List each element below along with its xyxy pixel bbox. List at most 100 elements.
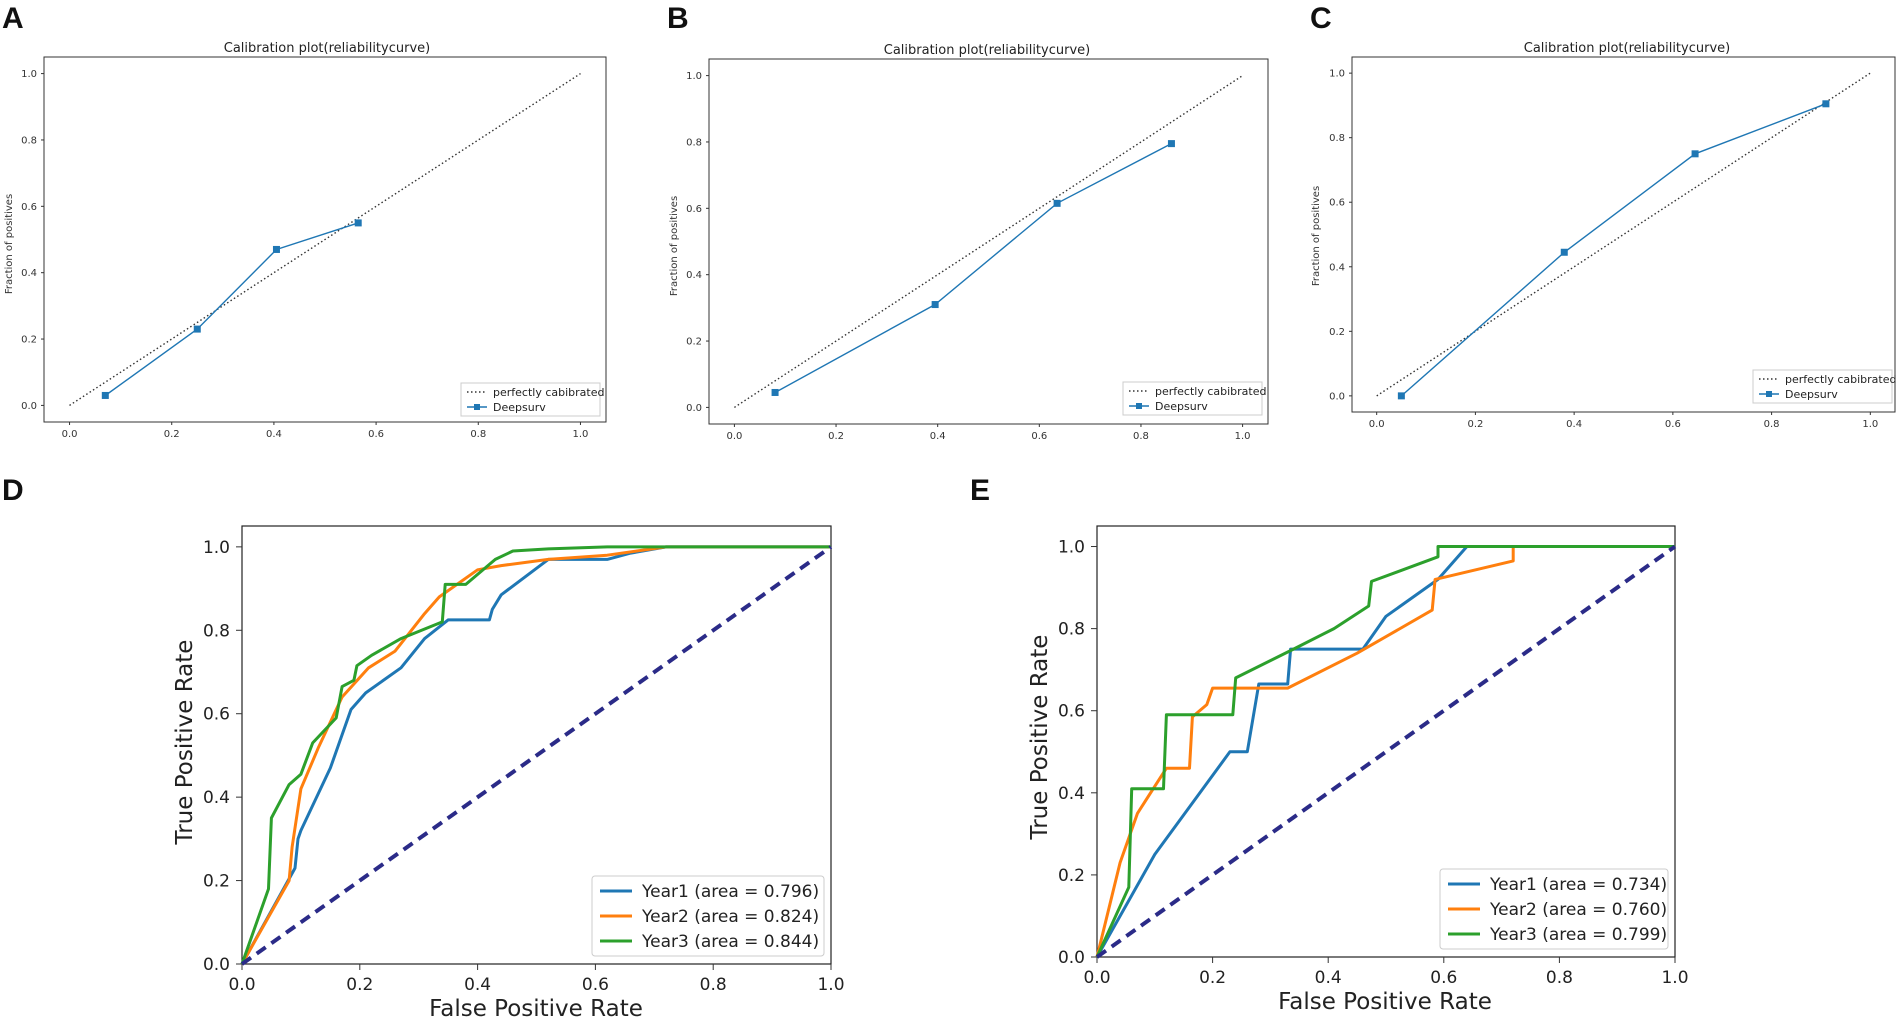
panel-a-legend-box bbox=[460, 382, 601, 417]
panel-a-xtick-label-0: 0.0 bbox=[62, 429, 78, 440]
panel-d-ytick-label-2: 0.4 bbox=[203, 788, 230, 808]
panel-b-deepsurv-point-3 bbox=[1167, 140, 1175, 148]
panel-c-legend-box bbox=[1752, 369, 1893, 404]
panel-a-legend-deepsurv-marker bbox=[474, 404, 480, 410]
panel-c-legend-label-1: Deepsurv bbox=[1785, 388, 1838, 401]
panel-c-letter: C bbox=[1310, 2, 1332, 35]
panel-c-ytick-label-2: 0.4 bbox=[1329, 262, 1345, 273]
panel-a-ytick-label-0: 0.0 bbox=[21, 401, 37, 412]
panel-a-frame bbox=[43, 56, 607, 423]
panel-e: E True Positive Rate False Positive Rate… bbox=[970, 474, 1689, 1015]
panel-d-xtick-label-0: 0.0 bbox=[228, 975, 255, 995]
panel-b-deepsurv-line bbox=[774, 142, 1172, 394]
panel-d-xtick-label-1: 0.2 bbox=[346, 975, 373, 995]
panel-c-ylabel: Fraction of positives bbox=[1311, 186, 1322, 286]
panel-a-deepsurv-point-2 bbox=[272, 245, 280, 253]
panel-b-deepsurv-point-0 bbox=[771, 388, 779, 396]
panel-b-deepsurv-point-2 bbox=[1053, 199, 1061, 207]
panel-e-year3-roc-line bbox=[1095, 545, 1675, 958]
panel-d-chance-line bbox=[240, 545, 833, 966]
panel-a-xtick-label-1: 0.2 bbox=[164, 429, 180, 440]
panel-d-legend-label-0: Year1 (area = 0.796) bbox=[641, 882, 819, 902]
panel-a-ticks: 0.0 0.2 0.4 0.6 0.8 1.0 0.0 0.2 0.4 0.6 0.8 1.0 bbox=[21, 69, 588, 440]
panel-a-title: Calibration plot(reliabilitycurve) bbox=[224, 41, 430, 56]
panel-c-marks bbox=[1376, 72, 1871, 400]
panel-c-ytick-label-5: 1.0 bbox=[1329, 69, 1345, 80]
panel-c-deepsurv-line bbox=[1400, 103, 1827, 397]
panel-e-ytick-label-3: 0.6 bbox=[1058, 702, 1085, 722]
panel-a-ytick-label-1: 0.2 bbox=[21, 335, 37, 346]
panel-d-xtick-label-4: 0.8 bbox=[700, 975, 727, 995]
panel-b-xtick-label-0: 0.0 bbox=[726, 431, 742, 442]
panel-e-xtick-label-0: 0.0 bbox=[1083, 968, 1110, 988]
panel-c: C Calibration plot(reliabilitycurve) Fra… bbox=[1310, 2, 1896, 430]
panel-c-deepsurv-point-0 bbox=[1397, 392, 1405, 400]
panel-b-ytick-label-1: 0.2 bbox=[686, 337, 702, 348]
panel-b-ytick-label-0: 0.0 bbox=[686, 403, 702, 414]
panel-b-xtick-label-5: 1.0 bbox=[1235, 431, 1251, 442]
panel-b-ytick-label-4: 0.8 bbox=[686, 137, 702, 148]
panel-a-xtick-label-5: 1.0 bbox=[573, 429, 589, 440]
panel-b-legend-deepsurv-marker bbox=[1136, 403, 1142, 409]
panel-e-frame bbox=[1096, 525, 1676, 958]
panel-b-ylabel: Fraction of positives bbox=[669, 196, 680, 296]
panel-c-legend-deepsurv-marker bbox=[1766, 391, 1772, 397]
panel-e-xtick-label-3: 0.6 bbox=[1430, 968, 1457, 988]
panel-d-xtick-label-5: 1.0 bbox=[817, 975, 844, 995]
panel-e-ticks: 0.0 0.2 0.4 0.6 0.8 1.0 0.0 0.2 0.4 0.6 0.8 1.0 bbox=[1058, 538, 1689, 988]
panel-e-legend-label-1: Year2 (area = 0.760) bbox=[1489, 900, 1667, 920]
panel-d-xtick-label-2: 0.4 bbox=[464, 975, 491, 995]
panel-b-frame bbox=[708, 58, 1269, 425]
panel-c-deepsurv-point-1 bbox=[1560, 248, 1568, 256]
panel-c-deepsurv-point-2 bbox=[1691, 150, 1699, 158]
panel-c-xtick-label-1: 0.2 bbox=[1467, 419, 1483, 430]
panel-a-letter: A bbox=[2, 2, 24, 35]
panel-a-diagonal-line bbox=[69, 73, 581, 406]
panel-d-year3-roc-line bbox=[240, 545, 831, 965]
panel-d-ytick-label-4: 0.8 bbox=[203, 621, 230, 641]
panel-d-ticks: 0.0 0.2 0.4 0.6 0.8 1.0 0.0 0.2 0.4 0.6 0.8 1.0 bbox=[203, 538, 845, 995]
panel-d-xtick-label-3: 0.6 bbox=[582, 975, 609, 995]
panel-b-xtick-label-4: 0.8 bbox=[1133, 431, 1149, 442]
panel-e-ytick-label-5: 1.0 bbox=[1058, 538, 1085, 558]
panel-c-xtick-label-5: 1.0 bbox=[1862, 419, 1878, 430]
panel-e-letter: E bbox=[970, 474, 990, 507]
panel-a-legend-label-0: perfectly cabibrated bbox=[493, 386, 604, 399]
panel-d-frame bbox=[241, 525, 832, 965]
panel-c-xtick-label-2: 0.4 bbox=[1566, 419, 1582, 430]
panel-d-year2-roc-line bbox=[240, 545, 831, 965]
panel-b-legend-label-1: Deepsurv bbox=[1155, 400, 1208, 413]
panel-c-title: Calibration plot(reliabilitycurve) bbox=[1524, 41, 1730, 56]
panel-c-ytick-label-1: 0.2 bbox=[1329, 327, 1345, 338]
panel-e-legend-label-0: Year1 (area = 0.734) bbox=[1489, 875, 1667, 895]
panel-b-ticks: 0.0 0.2 0.4 0.6 0.8 1.0 0.0 0.2 0.4 0.6 0.8 1.0 bbox=[686, 71, 1250, 442]
panel-b-legend: perfectly cabibrated Deepsurv bbox=[1122, 381, 1266, 416]
panel-d-ytick-label-0: 0.0 bbox=[203, 955, 230, 975]
panel-b: B Calibration plot(reliabilitycurve) Fra… bbox=[667, 2, 1269, 442]
panel-b-deepsurv-point-1 bbox=[931, 301, 939, 309]
panel-b-xtick-label-2: 0.4 bbox=[930, 431, 946, 442]
panel-e-legend-box bbox=[1439, 868, 1669, 950]
panel-b-xtick-label-3: 0.6 bbox=[1031, 431, 1047, 442]
panel-e-ytick-label-2: 0.4 bbox=[1058, 784, 1085, 804]
panel-a-ytick-label-3: 0.6 bbox=[21, 202, 37, 213]
panel-e-ytick-label-0: 0.0 bbox=[1058, 948, 1085, 968]
panel-d-xlabel: False Positive Rate bbox=[429, 996, 643, 1021]
panel-c-deepsurv-point-3 bbox=[1822, 100, 1830, 108]
panel-a-legend-label-1: Deepsurv bbox=[493, 401, 546, 414]
panel-b-diagonal-line bbox=[734, 75, 1243, 408]
panel-d-ytick-label-3: 0.6 bbox=[203, 705, 230, 725]
panel-d-legend: Year1 (area = 0.796) Year2 (area = 0.824… bbox=[591, 875, 825, 957]
panel-a-xtick-label-3: 0.6 bbox=[368, 429, 384, 440]
panel-d-legend-box bbox=[591, 875, 825, 957]
panel-e-xtick-label-1: 0.2 bbox=[1199, 968, 1226, 988]
panel-c-xtick-label-4: 0.8 bbox=[1764, 419, 1780, 430]
panel-e-ytick-label-1: 0.2 bbox=[1058, 866, 1085, 886]
panel-a-xtick-label-2: 0.4 bbox=[266, 429, 282, 440]
panel-c-legend: perfectly cabibrated Deepsurv bbox=[1752, 369, 1896, 404]
panel-e-xtick-label-5: 1.0 bbox=[1661, 968, 1688, 988]
panel-b-letter: B bbox=[667, 2, 689, 35]
panel-e-legend: Year1 (area = 0.734) Year2 (area = 0.760… bbox=[1439, 868, 1669, 950]
panel-d-legend-label-1: Year2 (area = 0.824) bbox=[641, 907, 819, 927]
panel-a-deepsurv-point-3 bbox=[354, 219, 362, 227]
